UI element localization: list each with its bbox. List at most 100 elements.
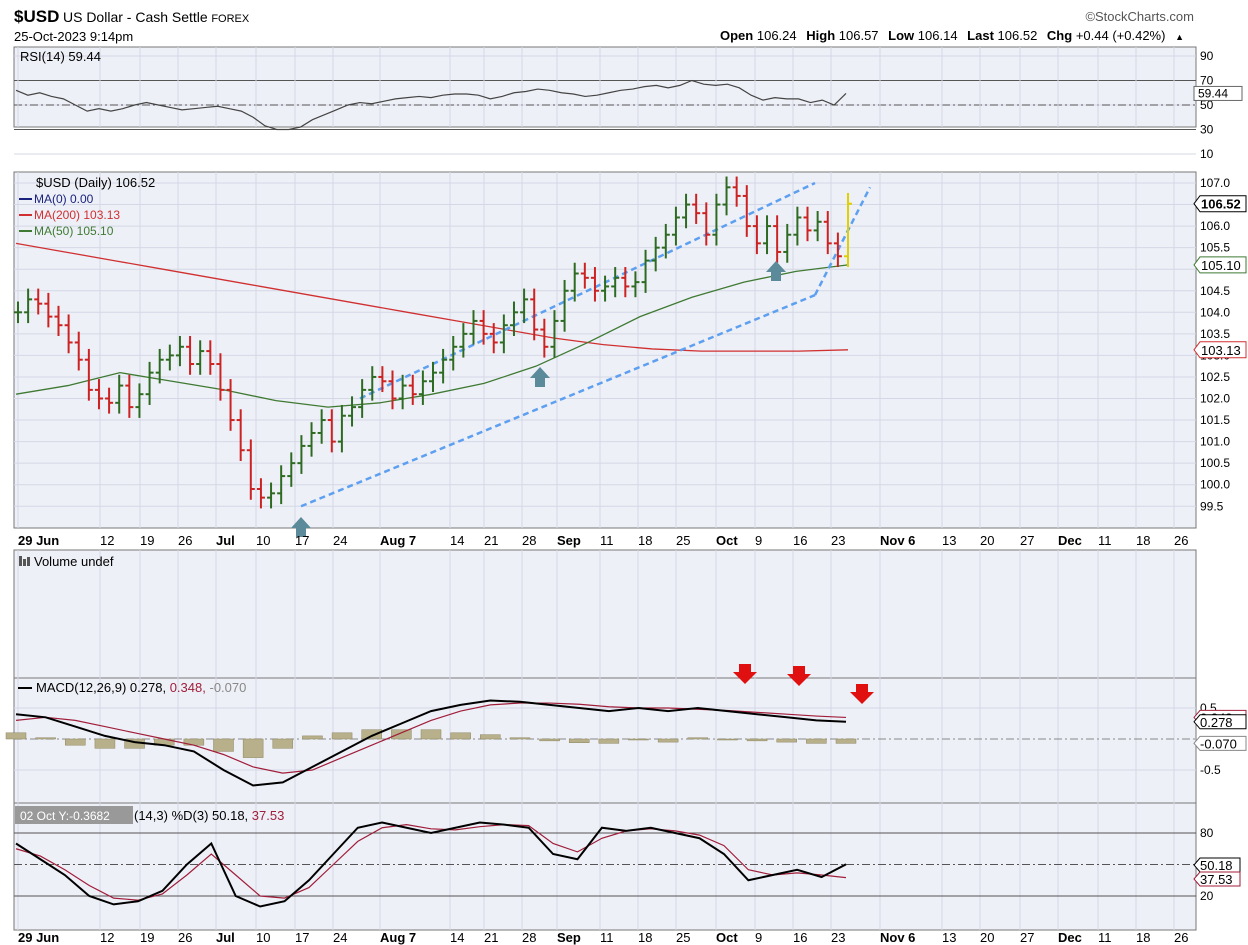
x-axis-tick-bottom: 10 bbox=[256, 930, 270, 945]
x-axis-tick: 18 bbox=[638, 533, 652, 548]
down-arrow-icon bbox=[850, 684, 874, 704]
ma200-line bbox=[15, 242, 849, 352]
macd-line bbox=[15, 699, 847, 787]
macd-histogram-bar bbox=[717, 738, 738, 741]
rsi-last-label: 59.44 bbox=[1198, 86, 1228, 100]
macd-histogram-bar bbox=[480, 734, 501, 740]
stochastic-value-label: 50.18 bbox=[1200, 858, 1233, 873]
down-arrow-icon bbox=[787, 666, 811, 686]
x-axis-tick: 14 bbox=[450, 533, 464, 548]
x-axis-tick: Dec bbox=[1058, 533, 1082, 548]
ma50-legend: MA(50) 105.10 bbox=[34, 224, 114, 238]
high-value: 106.57 bbox=[838, 28, 879, 43]
x-axis-tick-bottom: 28 bbox=[522, 930, 536, 945]
price-value-label: 105.10 bbox=[1201, 258, 1241, 273]
macd-histogram-bar bbox=[450, 732, 471, 740]
price-axis-tick: 100.5 bbox=[1200, 456, 1230, 470]
macd-value-label: -0.070 bbox=[1200, 736, 1237, 751]
price-axis-tick: 99.5 bbox=[1200, 499, 1224, 513]
x-axis-tick-bottom: Dec bbox=[1058, 930, 1082, 945]
rsi-legend: RSI(14) 59.44 bbox=[20, 49, 101, 64]
high-label: High bbox=[806, 28, 836, 43]
x-axis-tick: 19 bbox=[140, 533, 154, 548]
stochastic-axis-tick: 80 bbox=[1200, 826, 1214, 840]
x-axis-tick-bottom: 21 bbox=[484, 930, 498, 945]
price-axis-tick: 102.5 bbox=[1200, 370, 1230, 384]
rsi-axis-tick: 50 bbox=[1200, 98, 1214, 112]
macd-histogram-bar bbox=[65, 738, 86, 746]
macd-value-box bbox=[1193, 735, 1247, 751]
ma0-legend: MA(0) 0.00 bbox=[34, 192, 94, 206]
x-axis-tick: 11 bbox=[600, 533, 614, 548]
stochastic-legend: (14,3) %D(3) 50.18, 37.53 bbox=[134, 808, 284, 823]
x-axis-tick-bottom: Oct bbox=[716, 930, 738, 945]
x-axis-tick: Nov 6 bbox=[880, 533, 915, 548]
rsi-panel bbox=[13, 46, 1197, 128]
price-axis-tick: 101.0 bbox=[1200, 435, 1230, 449]
ma200-legend: MA(200) 103.13 bbox=[34, 208, 120, 222]
x-axis-tick-bottom: 25 bbox=[676, 930, 690, 945]
x-axis-tick-bottom: Sep bbox=[557, 930, 581, 945]
x-axis-tick: Aug 7 bbox=[380, 533, 416, 548]
x-axis-tick: 12 bbox=[100, 533, 114, 548]
macd-histogram-bar bbox=[806, 738, 827, 744]
rsi-axis-tick: 30 bbox=[1200, 123, 1214, 137]
macd-histogram-bar bbox=[272, 738, 294, 749]
macd-histogram-bar bbox=[509, 737, 531, 740]
x-axis-tick: 13 bbox=[942, 533, 956, 548]
macd-value-label: 0.278 bbox=[1200, 715, 1233, 730]
x-axis-tick-bottom: 11 bbox=[600, 930, 614, 945]
rsi-axis-tick: 70 bbox=[1200, 74, 1214, 88]
x-axis-tick: 26 bbox=[178, 533, 192, 548]
stochastic-value-label: 37.53 bbox=[1200, 872, 1233, 887]
chart-title: $USD US Dollar - Cash Settle FOREX bbox=[14, 7, 249, 27]
x-axis-tick: 9 bbox=[755, 533, 762, 548]
x-axis-tick: 29 Jun bbox=[18, 533, 59, 548]
macd-histogram-bar bbox=[628, 738, 649, 741]
crosshair-tooltip-text: 02 Oct Y:-0.3682 bbox=[20, 809, 110, 823]
rsi-line bbox=[15, 79, 847, 131]
x-axis-tick: 16 bbox=[793, 533, 807, 548]
macd-value-box bbox=[1193, 714, 1247, 730]
ohlc-bar: Open 106.24 High 106.57 Low 106.14 Last … bbox=[720, 28, 1190, 43]
x-axis-tick-bottom: 9 bbox=[755, 930, 762, 945]
chg-label: Chg bbox=[1046, 28, 1073, 43]
x-axis-tick-bottom: 14 bbox=[450, 930, 464, 945]
x-axis-tick-bottom: Aug 7 bbox=[380, 930, 416, 945]
up-arrow-icon bbox=[291, 517, 311, 537]
price-value-label: 106.52 bbox=[1201, 197, 1241, 212]
macd-histogram-bar bbox=[568, 738, 590, 743]
stochastic-value-box bbox=[1193, 871, 1241, 887]
x-axis-tick-bottom: Nov 6 bbox=[880, 930, 915, 945]
price-axis-tick: 104.5 bbox=[1200, 284, 1230, 298]
price-axis-tick: 104.0 bbox=[1200, 305, 1230, 319]
x-axis-tick: Sep bbox=[557, 533, 581, 548]
stochastic-value-box bbox=[1193, 857, 1241, 873]
x-axis-tick-bottom: 29 Jun bbox=[18, 930, 59, 945]
macd-histogram-bar bbox=[5, 732, 27, 740]
x-axis-tick: Oct bbox=[716, 533, 738, 548]
last-label: Last bbox=[967, 28, 994, 43]
price-value-box bbox=[1193, 256, 1247, 274]
macd-histogram-bar bbox=[331, 732, 353, 740]
triangle-up-icon: ▲ bbox=[1175, 32, 1184, 42]
price-axis-tick: 107.0 bbox=[1200, 176, 1230, 190]
volume-bars-icon bbox=[23, 559, 26, 566]
x-axis-tick: 25 bbox=[676, 533, 690, 548]
x-axis-tick: 27 bbox=[1020, 533, 1034, 548]
stochastic-panel bbox=[13, 802, 1197, 931]
macd-histogram-bar bbox=[213, 738, 234, 752]
stochastic-axis-tick: 20 bbox=[1200, 889, 1214, 903]
macd-axis-tick: -0.5 bbox=[1200, 763, 1221, 777]
ma50-line bbox=[15, 264, 849, 408]
volume-panel bbox=[13, 549, 1197, 679]
price-legend: $USD (Daily) 106.52 bbox=[36, 175, 155, 190]
macd-histogram-bar bbox=[657, 738, 679, 743]
volume-bars-icon bbox=[19, 556, 22, 566]
macd-histogram-bar bbox=[539, 738, 560, 742]
x-axis-tick-bottom: 11 bbox=[1098, 930, 1112, 945]
x-axis-tick-bottom: 18 bbox=[1136, 930, 1150, 945]
open-value: 106.24 bbox=[756, 28, 797, 43]
macd-histogram-bar bbox=[746, 738, 768, 742]
